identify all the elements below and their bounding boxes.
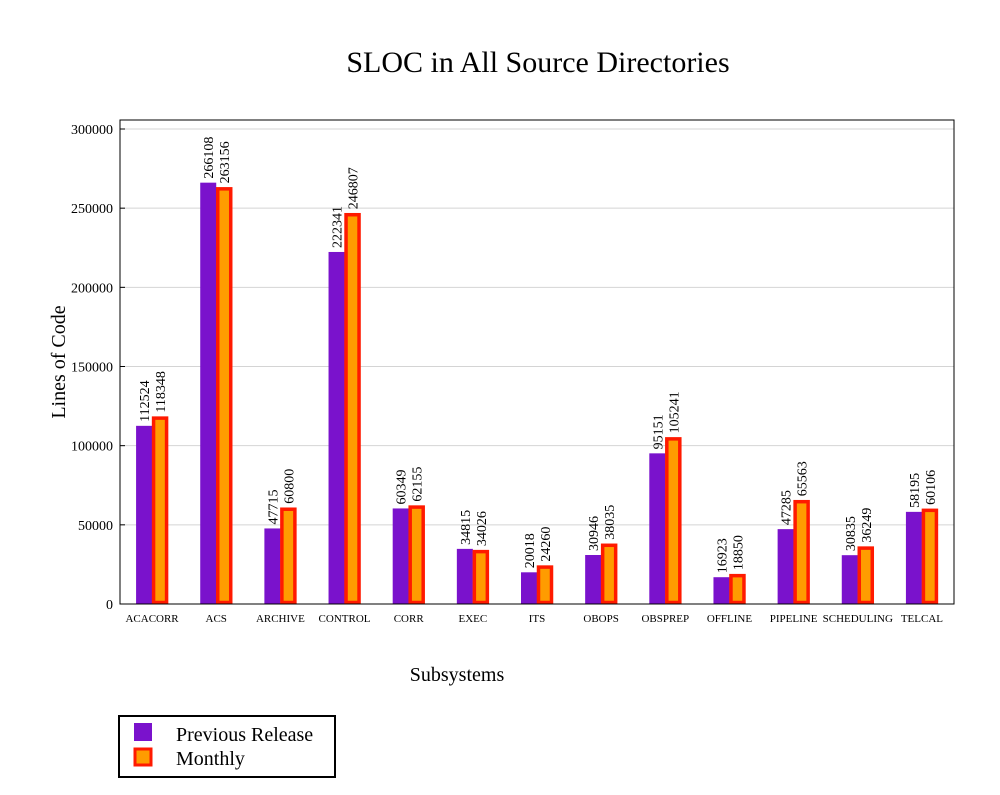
bar-previous-release: [713, 577, 730, 604]
legend-label-previous-release: Previous Release: [176, 724, 313, 746]
y-tick-label: 250000: [71, 202, 113, 217]
data-label-previous-release: 47285: [780, 490, 795, 525]
data-label-previous-release: 266108: [202, 137, 217, 179]
y-tick-label: 0: [106, 598, 113, 613]
bar-previous-release: [585, 555, 602, 604]
data-label-monthly: 36249: [860, 508, 875, 543]
bar-monthly: [536, 565, 554, 605]
bar-previous-release: [456, 548, 473, 604]
bar-previous-release: [392, 508, 409, 604]
x-tick-label: ARCHIVE: [256, 613, 305, 625]
bar-monthly: [857, 546, 875, 605]
gridlines: [120, 128, 954, 526]
data-label-monthly: 18850: [731, 535, 746, 570]
data-label-monthly: 105241: [667, 391, 682, 433]
data-label-monthly: 60800: [282, 469, 297, 504]
legend-swatch-monthly: [133, 747, 153, 767]
legend-label-monthly: Monthly: [176, 748, 245, 770]
data-label-monthly: 60106: [924, 470, 939, 505]
x-tick-label: ITS: [529, 613, 546, 625]
data-label-monthly: 34026: [475, 511, 490, 546]
bar-monthly: [665, 437, 682, 605]
data-label-previous-release: 30835: [844, 516, 859, 551]
x-tick-label: ACACORR: [125, 613, 179, 625]
bar-monthly: [215, 187, 233, 605]
data-label-monthly: 118348: [154, 371, 169, 412]
data-label-monthly: 24260: [539, 527, 554, 562]
bar-monthly: [151, 416, 169, 605]
x-tick-label: OBOPS: [583, 613, 618, 625]
data-label-monthly: 246807: [347, 167, 362, 209]
bar-previous-release: [841, 555, 858, 604]
data-label-previous-release: 60349: [395, 469, 410, 504]
data-label-previous-release: 95151: [651, 414, 666, 449]
y-tick-label: 300000: [71, 123, 113, 138]
bar-previous-release: [905, 511, 922, 604]
x-tick-label: CORR: [394, 613, 425, 625]
legend-swatch-previous-release: [134, 723, 152, 741]
bar-previous-release: [777, 529, 794, 604]
x-tick-label: PIPELINE: [770, 613, 818, 625]
data-label-previous-release: 20018: [523, 533, 538, 568]
x-tick-label: CONTROL: [319, 613, 371, 625]
bar-monthly: [280, 507, 297, 605]
x-tick-label: OFFLINE: [707, 613, 753, 625]
data-label-previous-release: 34815: [459, 510, 474, 545]
y-axis-label: Lines of Code: [48, 305, 70, 418]
bar-monthly: [921, 508, 939, 605]
data-label-previous-release: 47715: [266, 489, 281, 524]
data-label-previous-release: 16923: [715, 538, 730, 573]
bar-monthly: [408, 505, 425, 605]
data-label-monthly: 65563: [796, 461, 811, 496]
x-axis-label: Subsystems: [410, 664, 505, 686]
chart-title: SLOC in All Source Directories: [346, 46, 729, 79]
data-label-monthly: 263156: [218, 141, 233, 183]
data-label-monthly: 62155: [411, 467, 426, 502]
x-tick-label: OBSPREP: [641, 613, 689, 625]
y-tick-label: 50000: [78, 519, 113, 534]
bar-previous-release: [328, 251, 345, 604]
y-axis: 0 50000 100000 150000 200000 250000 300000: [71, 123, 125, 613]
y-tick-label: 200000: [71, 281, 113, 296]
bar-monthly: [344, 212, 361, 605]
bar-previous-release: [521, 572, 537, 604]
data-label-previous-release: 58195: [908, 473, 923, 508]
legend-frame: [118, 715, 336, 778]
bar-previous-release: [200, 182, 217, 604]
legend: Previous Release Monthly: [118, 715, 336, 778]
bar-previous-release: [136, 425, 153, 604]
data-label-previous-release: 30946: [587, 516, 602, 551]
y-tick-label: 100000: [71, 440, 113, 455]
x-tick-label: EXEC: [458, 613, 487, 625]
x-axis: ACACORR ACS ARCHIVE CONTROL CORR EXEC ITS OBOPS…: [125, 613, 943, 625]
data-label-previous-release: 222341: [331, 206, 346, 248]
plot-frame: [119, 119, 955, 605]
bar-previous-release: [649, 453, 666, 604]
bar-monthly: [600, 543, 618, 605]
bar-monthly: [793, 499, 810, 605]
x-tick-label: TELCAL: [901, 613, 943, 625]
y-tick-label: 150000: [71, 361, 113, 376]
data-label-monthly: 38035: [603, 505, 618, 540]
x-tick-label: SCHEDULING: [823, 613, 893, 625]
bar-monthly: [472, 549, 490, 605]
bar-monthly: [729, 573, 746, 605]
bar-previous-release: [264, 528, 281, 604]
x-tick-label: ACS: [206, 613, 227, 625]
data-label-previous-release: 112524: [138, 380, 153, 421]
